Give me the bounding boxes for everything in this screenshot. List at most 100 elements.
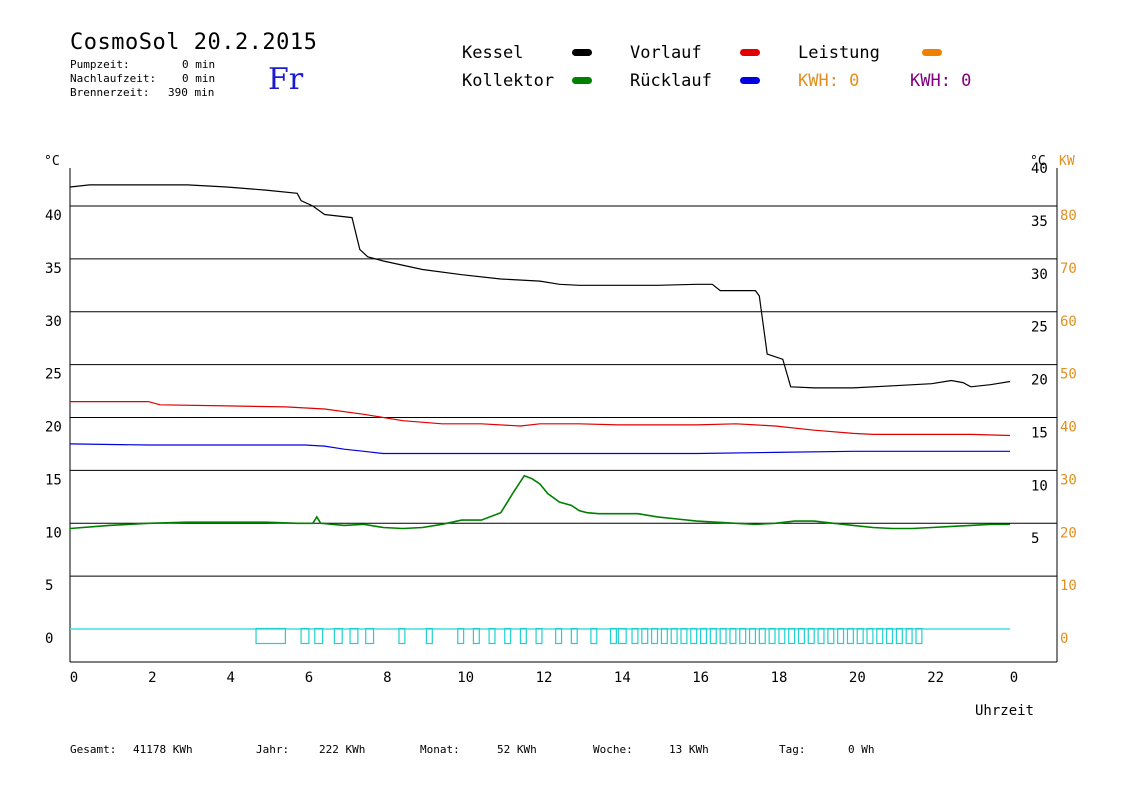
pump-block — [699, 627, 708, 645]
y-tick-label-right: 20 — [1031, 373, 1048, 389]
pump-block — [457, 627, 465, 645]
x-tick-label: 6 — [305, 670, 313, 686]
pump-block — [748, 627, 757, 645]
pump-block — [778, 627, 786, 645]
y-tick-label-left: 30 — [45, 314, 62, 330]
x-tick-label: 10 — [457, 670, 474, 686]
kw-tick-label: 70 — [1060, 261, 1077, 277]
legend-kessel-swatch — [572, 49, 592, 56]
pump-block — [570, 627, 578, 645]
y-tick-label-right: 5 — [1031, 531, 1039, 547]
series-line-ruecklauf — [69, 443, 1010, 455]
x-tick-label: 18 — [771, 670, 788, 686]
pump-block — [768, 627, 776, 645]
pump-block — [729, 627, 737, 645]
stat-brennerzeit-label: Brennerzeit: — [70, 86, 150, 99]
pump-block — [631, 627, 639, 645]
pump-block — [915, 627, 923, 645]
legend-kollektor-label: Kollektor — [462, 71, 555, 91]
x-axis-label: Uhrzeit — [975, 703, 1034, 719]
footer-jahr-label: Jahr: — [256, 743, 290, 756]
legend-kessel-label: Kessel — [462, 43, 524, 63]
weekday-label: Fr — [268, 62, 304, 97]
pump-block — [609, 627, 617, 645]
y-tick-label-left: 15 — [45, 472, 62, 488]
pump-block — [876, 627, 884, 645]
pump-block — [846, 627, 854, 645]
y-tick-label-right: 25 — [1031, 320, 1048, 336]
legend-ruecklauf-swatch — [740, 77, 760, 84]
pump-block — [349, 627, 359, 645]
x-tick-label: 0 — [1010, 670, 1018, 686]
footer-tag-value: 0 Wh — [848, 743, 875, 756]
pump-block — [398, 627, 406, 645]
footer-monat-label: Monat: — [420, 743, 460, 756]
kw-tick-label: 0 — [1060, 631, 1068, 647]
pump-block — [641, 627, 649, 645]
legend-vorlauf-label: Vorlauf — [630, 43, 702, 63]
pump-block — [535, 627, 543, 645]
legend-ruecklauf-label: Rücklauf — [630, 71, 712, 91]
kw-tick-label: 30 — [1060, 472, 1077, 488]
stat-pumpzeit-value: 0 min — [182, 58, 216, 71]
kw-tick-label: 80 — [1060, 208, 1077, 224]
pump-block — [660, 627, 668, 645]
pump-block — [739, 627, 747, 645]
y-tick-label-right: 10 — [1031, 478, 1048, 494]
pump-block — [837, 627, 845, 645]
y-tick-label-left: 5 — [45, 578, 53, 594]
pump-block — [886, 627, 894, 645]
chart-title: CosmoSol 20.2.2015 — [70, 30, 318, 55]
left-unit-label: °C — [44, 154, 60, 169]
kw-tick-label: 60 — [1060, 314, 1077, 330]
y-tick-label-right: 30 — [1031, 267, 1048, 283]
pump-block — [807, 627, 815, 645]
pump-block — [519, 627, 527, 645]
pump-block — [856, 627, 864, 645]
x-tick-label: 22 — [927, 670, 944, 686]
legend-vorlauf-swatch — [740, 49, 760, 56]
legend-kwh-purple: KWH: 0 — [910, 71, 972, 91]
pump-block — [314, 627, 324, 645]
y-tick-label-left: 10 — [45, 525, 62, 541]
pump-block — [365, 627, 375, 645]
series-line-kessel — [69, 184, 1011, 389]
x-tick-label: 4 — [226, 670, 234, 686]
legend-leistung-swatch — [922, 49, 942, 56]
pump-block — [504, 627, 512, 645]
x-tick-label: 20 — [849, 670, 866, 686]
pump-block — [333, 627, 343, 645]
footer-jahr-value: 222 KWh — [319, 743, 366, 756]
pump-block — [680, 627, 688, 645]
pump-block — [797, 627, 805, 645]
pump-block — [866, 627, 874, 645]
series-line-vorlauf — [70, 401, 1011, 437]
stat-pumpzeit-label: Pumpzeit: — [70, 58, 130, 71]
pump-block — [895, 627, 903, 645]
legend-kollektor-swatch — [572, 77, 592, 84]
kw-tick-label: 10 — [1060, 578, 1077, 594]
y-tick-label-right: 40 — [1031, 161, 1048, 177]
stat-nachlaufzeit-label: Nachlaufzeit: — [70, 72, 157, 85]
pump-block — [555, 627, 563, 645]
y-tick-label-left: 40 — [45, 208, 62, 224]
y-tick-label-left: 0 — [45, 631, 53, 647]
pump-block — [617, 627, 627, 645]
y-tick-label-left: 35 — [45, 261, 62, 277]
y-tick-label-left: 25 — [45, 367, 62, 383]
pump-block — [758, 627, 766, 645]
footer-gesamt-value: 41178 KWh — [133, 743, 193, 756]
pump-block — [905, 627, 913, 645]
x-tick-label: 2 — [148, 670, 156, 686]
y-tick-label-left: 20 — [45, 420, 62, 436]
right-kw-unit-label: KW — [1059, 154, 1075, 169]
footer-monat-value: 52 KWh — [497, 743, 537, 756]
x-tick-label: 0 — [70, 670, 78, 686]
pump-block — [719, 627, 727, 645]
pump-block — [488, 627, 496, 645]
kw-tick-label: 40 — [1060, 420, 1077, 436]
x-tick-label: 8 — [383, 670, 391, 686]
pump-block — [788, 627, 796, 645]
footer-woche-value: 13 KWh — [669, 743, 709, 756]
